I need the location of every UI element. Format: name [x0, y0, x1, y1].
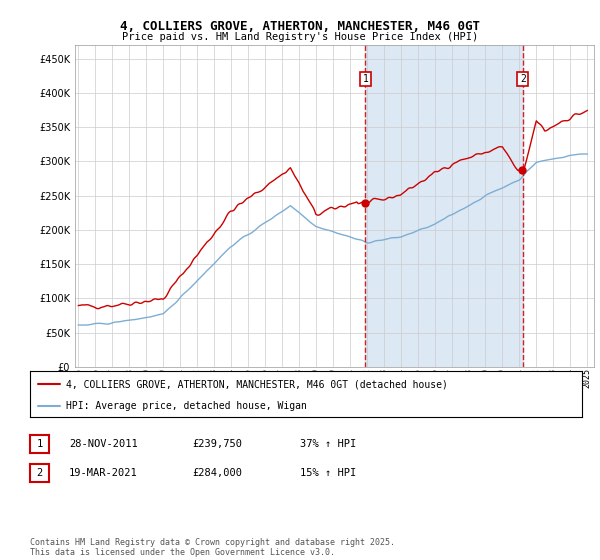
Text: 2: 2 — [37, 468, 43, 478]
Text: 1: 1 — [37, 439, 43, 449]
Text: 1: 1 — [362, 74, 368, 84]
Text: 4, COLLIERS GROVE, ATHERTON, MANCHESTER, M46 0GT (detached house): 4, COLLIERS GROVE, ATHERTON, MANCHESTER,… — [66, 379, 448, 389]
Text: 19-MAR-2021: 19-MAR-2021 — [69, 468, 138, 478]
Text: Price paid vs. HM Land Registry's House Price Index (HPI): Price paid vs. HM Land Registry's House … — [122, 32, 478, 43]
Text: 37% ↑ HPI: 37% ↑ HPI — [300, 439, 356, 449]
Text: Contains HM Land Registry data © Crown copyright and database right 2025.
This d: Contains HM Land Registry data © Crown c… — [30, 538, 395, 557]
Text: 15% ↑ HPI: 15% ↑ HPI — [300, 468, 356, 478]
Text: HPI: Average price, detached house, Wigan: HPI: Average price, detached house, Wiga… — [66, 401, 307, 410]
Text: 28-NOV-2011: 28-NOV-2011 — [69, 439, 138, 449]
Text: 2: 2 — [520, 74, 526, 84]
Text: 4, COLLIERS GROVE, ATHERTON, MANCHESTER, M46 0GT: 4, COLLIERS GROVE, ATHERTON, MANCHESTER,… — [120, 20, 480, 32]
Text: £284,000: £284,000 — [192, 468, 242, 478]
Text: £239,750: £239,750 — [192, 439, 242, 449]
Bar — [365, 45, 523, 367]
